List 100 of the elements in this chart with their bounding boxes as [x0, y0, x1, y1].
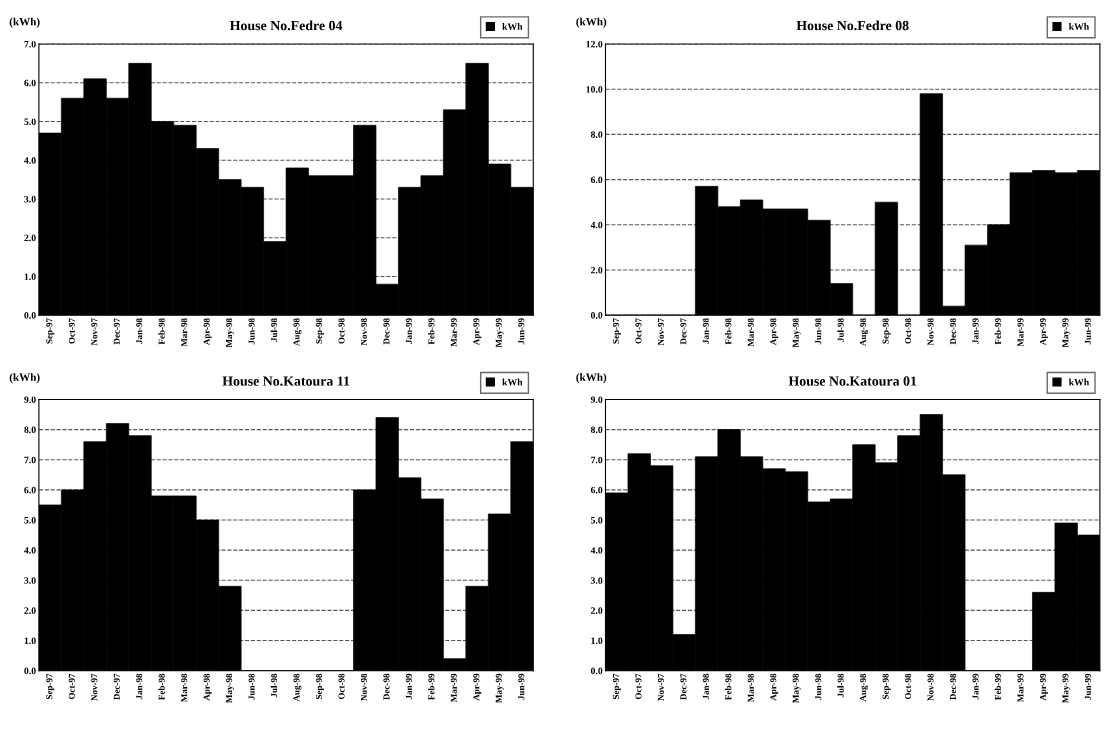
x-tick-label: May-99	[1062, 673, 1071, 703]
x-tick-label: Jan-98	[702, 673, 709, 700]
x-tick-label: Dec-97	[680, 318, 687, 345]
y-tick-label: 9.0	[24, 396, 36, 403]
y-tick-label: 4.0	[24, 547, 36, 554]
x-tick-label: May-99	[495, 318, 504, 348]
x-tick-label: Nov-97	[657, 318, 664, 346]
x-tick-label: Nov-98	[927, 673, 934, 701]
x-tick-label: Jun-99	[1084, 673, 1091, 700]
x-tick-label: Nov-97	[91, 318, 98, 346]
x-tick-label: Dec-98	[383, 673, 390, 700]
chart-title: House No.Katoura 11	[222, 376, 350, 386]
y-tick-label: 3.0	[590, 577, 603, 584]
y-tick-label: 7.0	[24, 40, 36, 48]
x-tick-label: Jul-98	[837, 318, 844, 342]
x-tick-label: Feb-99	[994, 318, 1002, 345]
x-tick-label: Jan-99	[405, 673, 412, 700]
chart-title: House No.Fedre 08	[796, 20, 909, 31]
x-tick-label: Nov-98	[360, 318, 367, 346]
x-tick-label: Nov-97	[657, 673, 664, 701]
x-tick-label: Jun-99	[518, 673, 525, 700]
y-tick-label: 2.0	[24, 234, 36, 242]
y-tick-label: 4.0	[590, 221, 603, 229]
legend-label: kWh	[502, 378, 523, 386]
x-tick-label: Sep-98	[882, 673, 891, 700]
x-tick-label: Jul-98	[837, 673, 844, 698]
x-tick-label: Mar-98	[181, 673, 188, 703]
x-tick-label: Mar-99	[450, 673, 457, 703]
y-tick-label: 2.0	[590, 266, 603, 274]
x-tick-label: Dec-97	[680, 673, 687, 700]
x-tick-label: Apr-98	[770, 673, 779, 701]
x-tick-label: Jan-99	[405, 318, 412, 344]
y-axis-title: (kWh)	[9, 17, 40, 28]
x-tick-label: Apr-98	[203, 673, 212, 701]
y-tick-label: 2.0	[590, 607, 603, 614]
x-tick-label: May-98	[792, 673, 801, 703]
x-tick-label: Sep-98	[315, 673, 324, 700]
x-tick-label: Nov-98	[360, 673, 367, 701]
x-tick-label: Feb-98	[158, 318, 165, 345]
x-tick-label: Sep-97	[46, 673, 55, 700]
x-tick-label: Mar-99	[1017, 673, 1024, 703]
chart-title: House No.Fedre 04	[229, 20, 343, 31]
y-tick-label: 4.0	[590, 547, 603, 554]
y-tick-label: 6.0	[24, 79, 36, 87]
x-tick-label: Apr-98	[770, 318, 779, 346]
y-tick-label: 10.0	[586, 86, 603, 93]
y-tick-label: 1.0	[24, 273, 36, 280]
x-tick-label: May-98	[226, 318, 234, 348]
y-tick-label: 8.0	[590, 131, 603, 138]
x-tick-label: Jul-98	[270, 673, 278, 698]
x-tick-label: Apr-99	[473, 318, 482, 346]
y-tick-label: 0.0	[590, 312, 603, 319]
x-tick-label: Sep-98	[315, 318, 324, 344]
y-axis-title: (kWh)	[576, 17, 607, 28]
x-tick-label: Jun-99	[1084, 318, 1091, 345]
y-tick-label: 8.0	[590, 426, 603, 434]
x-tick-label: Jan-98	[136, 673, 143, 700]
y-tick-label: 2.0	[24, 607, 36, 614]
x-tick-label: Jan-99	[972, 673, 979, 700]
x-tick-label: Jun-98	[815, 673, 822, 700]
x-tick-label: Sep-97	[612, 673, 621, 700]
y-tick-label: 6.0	[590, 176, 603, 184]
y-tick-label: 3.0	[24, 577, 36, 584]
y-tick-label: 0.0	[590, 667, 603, 675]
x-tick-label: Oct-98	[905, 318, 912, 344]
x-tick-label: May-99	[495, 673, 504, 703]
chart-title: House No.Katoura 01	[788, 376, 917, 386]
y-tick-label: 1.0	[591, 637, 603, 645]
x-tick-label: Dec-97	[113, 673, 120, 700]
x-tick-label: Mar-98	[181, 318, 188, 347]
legend-label: kWh	[502, 23, 523, 31]
x-tick-label: Oct-97	[635, 673, 642, 700]
x-tick-label: Jan-99	[972, 318, 979, 344]
x-tick-label: Oct-98	[338, 673, 345, 700]
x-tick-label: Feb-99	[428, 318, 435, 345]
x-tick-label: Jun-98	[248, 673, 255, 700]
y-axis-title: (kWh)	[576, 373, 607, 384]
y-tick-label: 9.0	[590, 396, 603, 403]
x-tick-label: Feb-98	[158, 673, 165, 700]
y-tick-label: 5.0	[24, 118, 36, 125]
y-tick-label: 1.0	[24, 637, 36, 645]
x-tick-label: Oct-98	[905, 673, 912, 700]
x-tick-label: Apr-99	[1039, 673, 1048, 701]
x-tick-label: Oct-97	[68, 673, 75, 700]
x-tick-label: Feb-98	[725, 318, 732, 345]
y-tick-label: 5.0	[24, 516, 36, 524]
x-tick-label: May-98	[226, 673, 234, 703]
x-tick-label: May-98	[792, 318, 801, 348]
x-tick-label: Jun-98	[815, 318, 822, 345]
y-tick-label: 8.0	[24, 426, 36, 434]
x-tick-label: Aug-98	[860, 318, 869, 346]
y-tick-label: 6.0	[590, 486, 603, 494]
x-tick-label: Oct-98	[338, 318, 345, 344]
x-tick-label: Apr-99	[1039, 318, 1048, 346]
x-tick-label: Oct-97	[635, 318, 642, 344]
x-tick-label: Sep-97	[46, 318, 55, 344]
x-tick-label: Aug-98	[860, 673, 869, 702]
x-tick-label: Jan-98	[136, 318, 143, 344]
y-tick-label: 0.0	[24, 667, 36, 675]
x-tick-label: Nov-97	[91, 673, 98, 701]
